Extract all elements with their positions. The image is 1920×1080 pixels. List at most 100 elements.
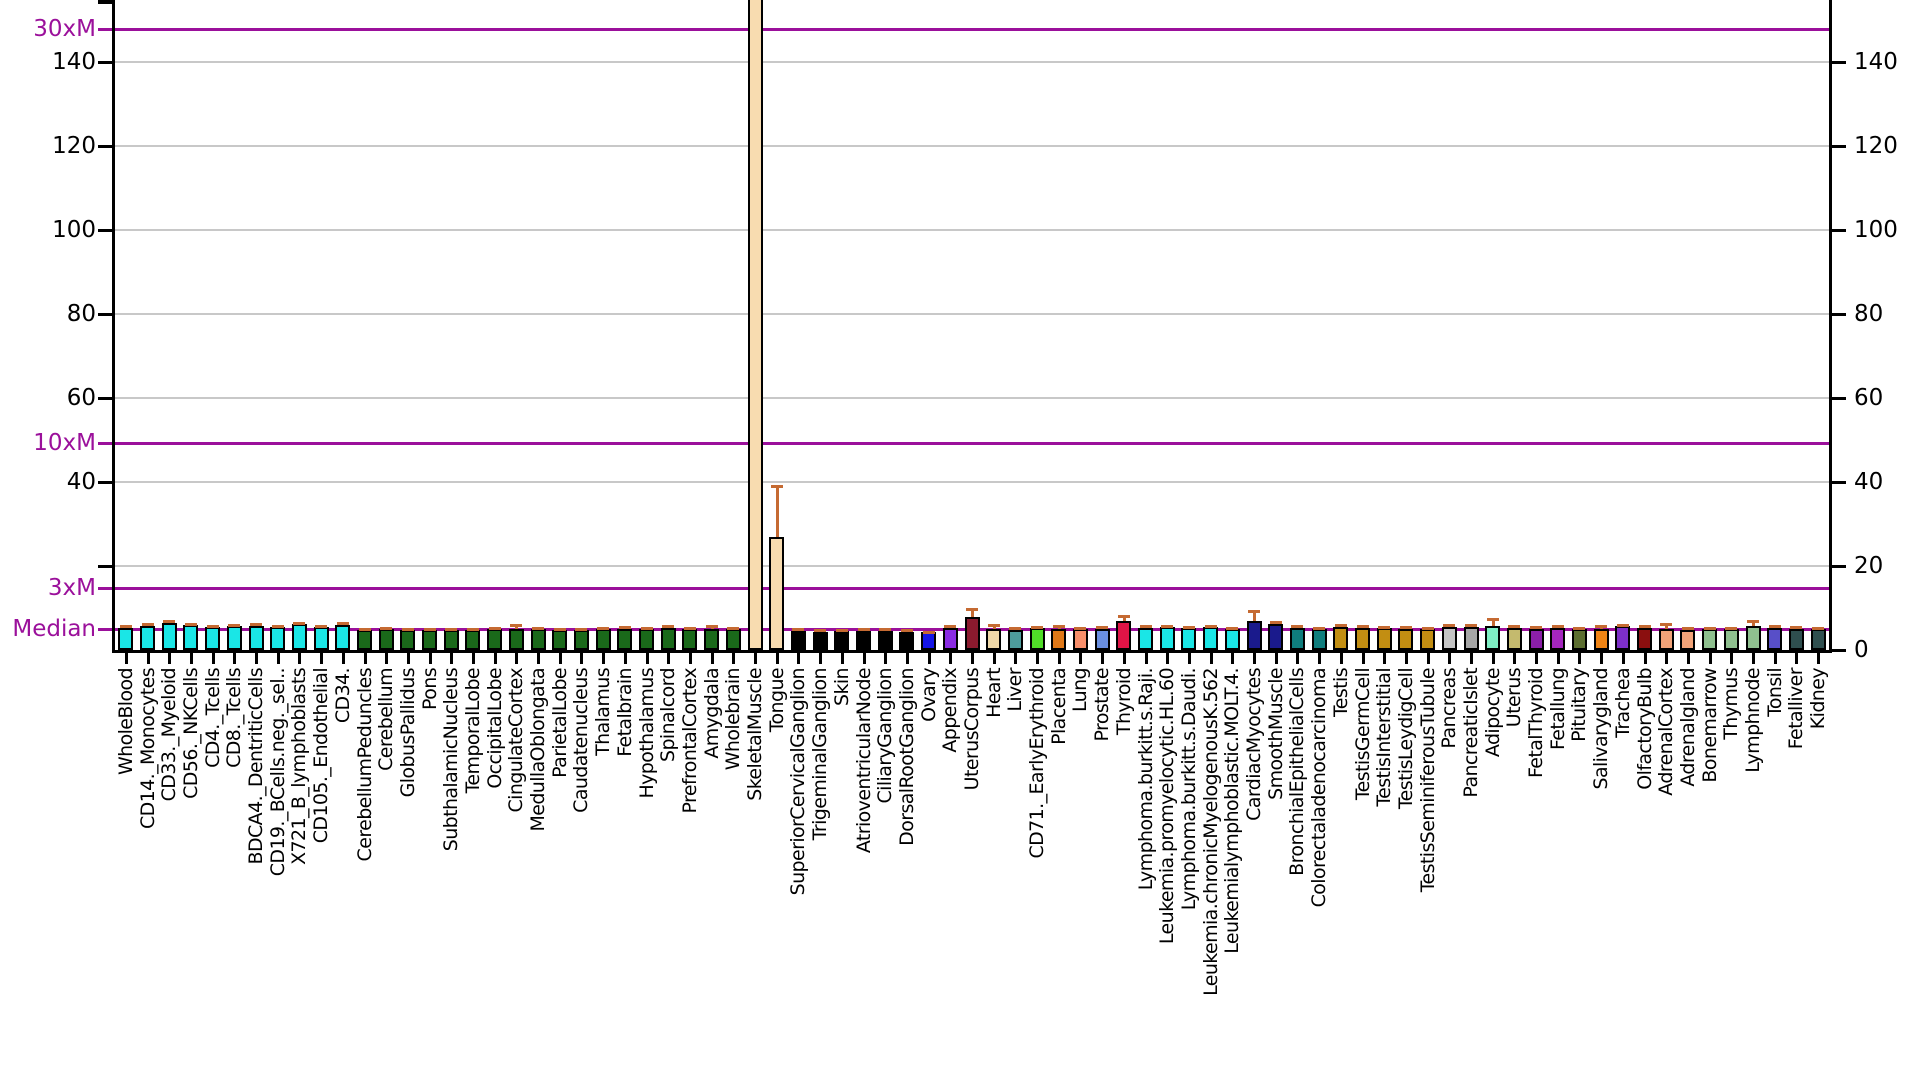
x-axis-label: Thymus <box>1720 668 1743 740</box>
error-bar-whisker <box>1122 616 1126 621</box>
bar <box>118 628 134 650</box>
x-axis-tick <box>645 653 649 664</box>
y-gridline <box>115 313 1829 315</box>
x-axis-tick <box>211 653 215 664</box>
x-axis-label: Kidney <box>1807 668 1830 730</box>
error-bar-cap <box>900 629 913 633</box>
y-axis-label-left: 60 <box>66 385 96 411</box>
x-axis-tick <box>450 653 454 664</box>
bar <box>769 536 785 650</box>
error-bar-cap <box>250 622 263 626</box>
x-axis-label: Heart <box>982 668 1005 718</box>
x-axis-tick <box>537 653 541 664</box>
error-bar-cap <box>770 485 783 489</box>
x-axis-label: Leukemia.chronicMyelogenousK.562 <box>1199 668 1222 996</box>
error-bar-cap <box>575 627 588 631</box>
x-axis-label: Pituitary <box>1568 668 1591 742</box>
x-axis-tick <box>1339 653 1343 664</box>
error-bar-cap <box>1421 626 1434 630</box>
x-axis-label: SkeletalMuscle <box>744 668 767 801</box>
bar <box>1506 628 1522 650</box>
bar <box>942 627 958 650</box>
x-axis-label: PancreaticIslet <box>1460 668 1482 798</box>
bar <box>443 630 459 650</box>
error-bar-cap <box>1681 627 1694 631</box>
y-axis-tick-left <box>98 61 112 64</box>
y-axis-tick-right <box>1832 313 1846 316</box>
y-axis-label-left: 140 <box>52 49 96 75</box>
y-gridline <box>115 397 1829 399</box>
y-axis-tick-left <box>98 229 112 232</box>
x-axis-label: Thyroid <box>1112 668 1135 736</box>
bar <box>1181 628 1197 650</box>
y-axis-tick-right <box>1832 397 1846 400</box>
error-bar-cap <box>1530 625 1543 629</box>
x-axis-tick <box>775 653 779 664</box>
error-bar-cap <box>1399 626 1412 630</box>
x-axis-label: Pancreas <box>1438 668 1461 749</box>
error-bar-cap <box>987 623 1000 627</box>
x-axis-tick <box>1101 653 1105 664</box>
x-axis-label: Amygdala <box>700 668 723 759</box>
bar <box>790 630 806 650</box>
x-axis-tick <box>1665 653 1669 664</box>
x-axis-tick <box>754 653 758 664</box>
error-bar-cap <box>1291 625 1304 629</box>
bar <box>226 626 242 650</box>
error-bar-cap <box>1334 624 1347 628</box>
x-axis-label: CD34. <box>331 668 354 724</box>
bar <box>1571 629 1587 650</box>
bar <box>1680 629 1696 650</box>
error-bar-cap <box>1052 625 1065 629</box>
x-axis-tick <box>276 653 280 664</box>
ref-label-3xm: 3xM <box>47 574 96 601</box>
y-axis-label-right: 100 <box>1854 217 1898 243</box>
x-axis-label: Liver <box>1004 668 1027 712</box>
bar <box>1116 620 1132 650</box>
bar <box>704 629 720 650</box>
y-axis-label-left: 80 <box>66 301 96 327</box>
x-axis-label: CiliaryGanglion <box>874 668 897 804</box>
error-bar-cap <box>445 628 458 632</box>
x-axis-tick <box>558 653 562 664</box>
bar <box>335 624 351 650</box>
bar <box>1723 629 1739 650</box>
error-bar-cap <box>1725 627 1738 631</box>
x-axis-label: Adrenalgland <box>1676 668 1699 787</box>
x-axis-label: CD19._BCells.neg._sel.. <box>266 668 289 877</box>
x-axis-tick <box>255 653 259 664</box>
x-axis-label: Fetalliver <box>1785 668 1808 750</box>
error-bar-cap <box>1139 625 1152 629</box>
x-axis-tick <box>493 653 497 664</box>
x-axis-label: TestisInterstitial <box>1373 668 1396 807</box>
x-axis-label: AtrioventricularNode <box>852 668 875 854</box>
bar <box>270 627 286 650</box>
bar <box>1615 626 1631 650</box>
bar <box>357 629 372 650</box>
error-bar-cap <box>662 625 675 629</box>
y-axis-tick-right <box>1832 61 1846 64</box>
y-axis-label-right: 20 <box>1854 553 1884 579</box>
bar <box>1029 628 1045 650</box>
bar <box>877 630 893 650</box>
x-axis-tick <box>1470 653 1473 664</box>
error-bar-cap <box>1117 615 1130 619</box>
y-axis-tick-left <box>98 397 112 400</box>
bar <box>530 629 546 650</box>
x-axis-tick <box>1079 653 1083 664</box>
x-axis-tick <box>320 653 324 664</box>
x-axis-label: Cerebellum <box>375 668 398 771</box>
x-axis-label: CardiacMyocytes <box>1243 668 1266 821</box>
y-axis-tick-left <box>98 313 112 316</box>
y-axis-right <box>1829 0 1832 653</box>
y-gridline <box>115 145 1829 147</box>
x-axis-label: DorsalRootGanglion <box>895 668 918 846</box>
x-axis-label: CD33._Myeloid <box>158 668 181 802</box>
error-bar-cap <box>618 626 631 630</box>
x-axis-label: Wholebrain <box>722 668 745 771</box>
x-axis <box>112 650 1832 653</box>
x-axis-label: Caudatenucleus <box>570 668 593 813</box>
x-axis-tick <box>1036 653 1040 664</box>
x-axis-tick <box>146 653 150 664</box>
